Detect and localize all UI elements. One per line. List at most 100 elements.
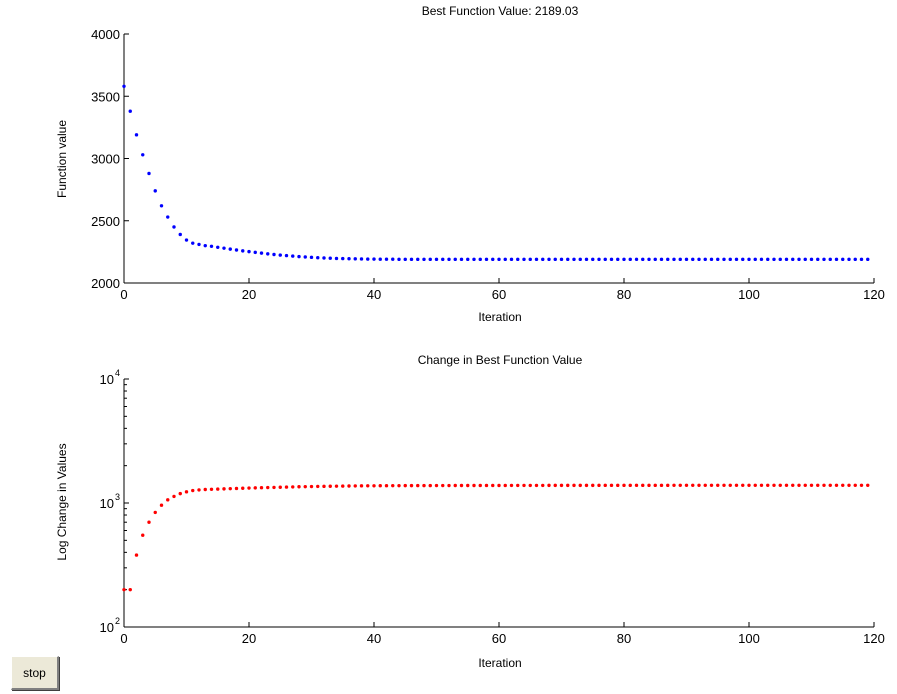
data-point: [578, 483, 582, 488]
data-point: [197, 242, 201, 247]
data-point: [516, 483, 520, 488]
data-point: [559, 257, 564, 262]
data-point: [366, 257, 370, 261]
data-point: [159, 503, 164, 507]
data-point: [834, 257, 839, 262]
data-point: [822, 257, 826, 262]
data-point: [603, 257, 607, 262]
data-point: [416, 483, 420, 488]
data-point: [284, 253, 289, 258]
data-point: [541, 483, 545, 488]
x-tick-label: 60: [492, 631, 506, 646]
data-point: [853, 483, 857, 488]
data-point: [772, 257, 776, 262]
data-point: [366, 484, 370, 488]
x-tick-label: 80: [617, 287, 631, 302]
data-point: [309, 255, 314, 260]
y-tick-label: 4000: [91, 27, 120, 42]
data-point: [141, 153, 145, 157]
data-point: [491, 483, 495, 488]
data-point: [734, 257, 739, 262]
stop-button[interactable]: stop: [11, 656, 59, 690]
data-point: [316, 484, 320, 489]
data-point: [172, 494, 176, 499]
data-point: [422, 257, 426, 262]
data-point: [591, 483, 595, 488]
x-axis-label: Iteration: [478, 310, 521, 324]
y-tick-label: 2500: [91, 214, 120, 229]
data-point: [684, 257, 689, 262]
data-point: [441, 257, 445, 262]
data-point: [266, 485, 270, 490]
data-point: [216, 245, 220, 249]
data-point: [734, 483, 739, 488]
data-point: [178, 232, 182, 237]
data-point: [447, 257, 451, 262]
data-point: [791, 257, 795, 262]
data-point: [547, 483, 551, 488]
data-point: [147, 171, 151, 176]
x-tick-label: 100: [738, 287, 760, 302]
data-point: [291, 485, 295, 489]
data-point: [841, 483, 845, 488]
data-point: [603, 483, 607, 488]
data-point: [509, 257, 514, 262]
data-point: [428, 257, 432, 262]
data-point: [384, 257, 389, 261]
data-point: [672, 483, 676, 488]
y-tick-label: 10: [100, 620, 114, 635]
data-point: [566, 257, 570, 262]
x-tick-label: 80: [617, 631, 631, 646]
data-point: [766, 483, 770, 488]
data-point: [503, 257, 507, 262]
data-point: [159, 204, 164, 208]
data-point: [572, 483, 576, 488]
data-point: [616, 257, 620, 262]
data-point: [459, 483, 464, 488]
data-point: [347, 257, 351, 261]
data-point: [372, 484, 376, 488]
data-point: [541, 257, 545, 262]
data-point: [709, 483, 714, 488]
data-point: [303, 255, 307, 259]
data-point: [297, 254, 301, 259]
x-tick-label: 120: [863, 287, 885, 302]
data-point: [634, 483, 639, 488]
data-point: [128, 587, 132, 592]
data-point: [228, 486, 232, 491]
data-point: [647, 483, 651, 488]
data-point: [478, 483, 482, 488]
data-point: [278, 485, 282, 489]
data-point: [503, 483, 507, 488]
data-point: [284, 485, 289, 489]
data-point: [672, 257, 676, 262]
y-tick-label: 10: [100, 372, 114, 387]
data-point: [816, 483, 820, 488]
data-point: [678, 257, 682, 262]
data-point: [322, 256, 326, 260]
data-point: [616, 483, 620, 488]
data-point: [122, 587, 126, 592]
data-point: [309, 484, 314, 489]
data-point: [697, 257, 701, 262]
data-point: [409, 257, 414, 262]
data-point: [334, 484, 339, 488]
data-point: [759, 257, 764, 262]
data-point: [484, 257, 489, 262]
data-point: [191, 488, 195, 493]
data-point: [416, 257, 420, 262]
data-point: [584, 483, 589, 488]
data-point: [347, 484, 351, 488]
data-point: [447, 483, 451, 488]
data-point: [634, 257, 639, 262]
data-point: [197, 488, 201, 492]
x-tick-label: 0: [120, 287, 127, 302]
data-point: [609, 257, 614, 262]
data-point: [797, 257, 801, 262]
data-point: [784, 483, 789, 488]
data-point: [847, 483, 851, 488]
data-point: [397, 483, 401, 488]
data-point: [828, 483, 832, 488]
data-point: [441, 483, 445, 488]
